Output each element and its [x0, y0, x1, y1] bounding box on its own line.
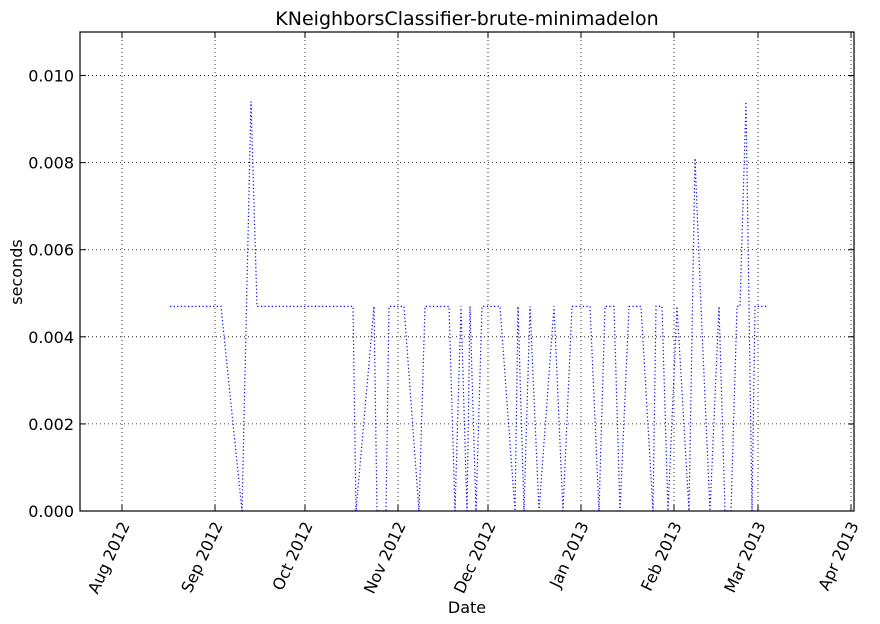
y-tick-label: 0.002: [28, 415, 74, 434]
y-axis-label: seconds: [7, 239, 26, 304]
x-axis-label: Date: [448, 598, 486, 617]
plot-frame: [79, 31, 855, 512]
y-tick-label: 0.008: [28, 154, 74, 173]
y-tick-label: 0.004: [28, 328, 74, 347]
y-tick-label: 0.006: [28, 241, 74, 260]
y-tick-label: 0.000: [28, 502, 74, 521]
chart-title: KNeighborsClassifier-brute-minimadelon: [275, 8, 658, 30]
y-tick-label: 0.010: [28, 67, 74, 86]
